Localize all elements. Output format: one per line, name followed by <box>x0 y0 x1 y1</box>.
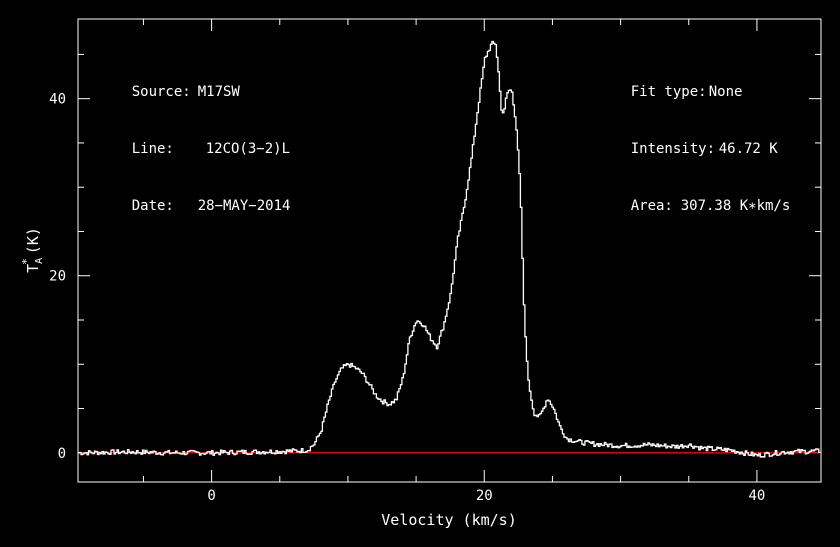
line-label: Line: <box>131 141 174 157</box>
line-row: Line: 12CO(3−2)L <box>98 125 290 157</box>
spectrum-line <box>78 40 821 458</box>
source-row: Source: M17SW <box>98 68 290 100</box>
area-row: Area: 307.38 K∗km/s <box>597 182 791 214</box>
svg-text:TA*(K): TA* (K) <box>20 227 45 273</box>
source-value: M17SW <box>197 84 240 100</box>
tick-labels: 0 20 40 0 20 40 <box>49 92 765 504</box>
y-axis-superscript: * <box>20 258 33 265</box>
y-axis-symbol: T <box>24 264 42 273</box>
x-tick-label: 40 <box>748 488 765 504</box>
y-tick-label: 40 <box>49 92 66 108</box>
fit-type-row: Fit type: None <box>597 68 790 100</box>
y-axis-subscript: A <box>34 258 45 264</box>
area-label: Area: <box>630 198 673 214</box>
source-label: Source: <box>131 84 191 100</box>
header-left-panel: Source: M17SW Line: 12CO(3−2)L Date: 28−MAY… <box>98 36 291 223</box>
y-axis-label: TA* (K) <box>20 227 45 273</box>
y-axis-unit: (K) <box>24 227 42 254</box>
x-tick-label: 20 <box>476 488 493 504</box>
x-tick-label: 0 <box>207 488 215 504</box>
area-value: 307.38 K∗km/s <box>680 198 791 214</box>
date-label: Date: <box>131 198 174 214</box>
date-row: Date: 28−MAY−2014 <box>98 182 291 214</box>
x-axis-label: Velocity (km/s) <box>381 511 516 529</box>
y-tick-label: 0 <box>58 446 66 462</box>
intensity-label: Intensity: <box>630 141 716 157</box>
line-value: 12CO(3−2)L <box>205 141 291 157</box>
date-value: 28−MAY−2014 <box>197 198 291 214</box>
header-right-panel: Fit type: None Intensity: 46.72 K Area: 307… <box>597 36 791 223</box>
intensity-value: 46.72 K <box>718 141 778 157</box>
intensity-row: Intensity: 46.72 K <box>597 125 790 157</box>
plot-frame <box>77 18 822 483</box>
fit-type-value: None <box>708 84 743 100</box>
fit-type-label: Fit type: <box>630 84 707 100</box>
y-tick-label: 20 <box>49 269 66 285</box>
